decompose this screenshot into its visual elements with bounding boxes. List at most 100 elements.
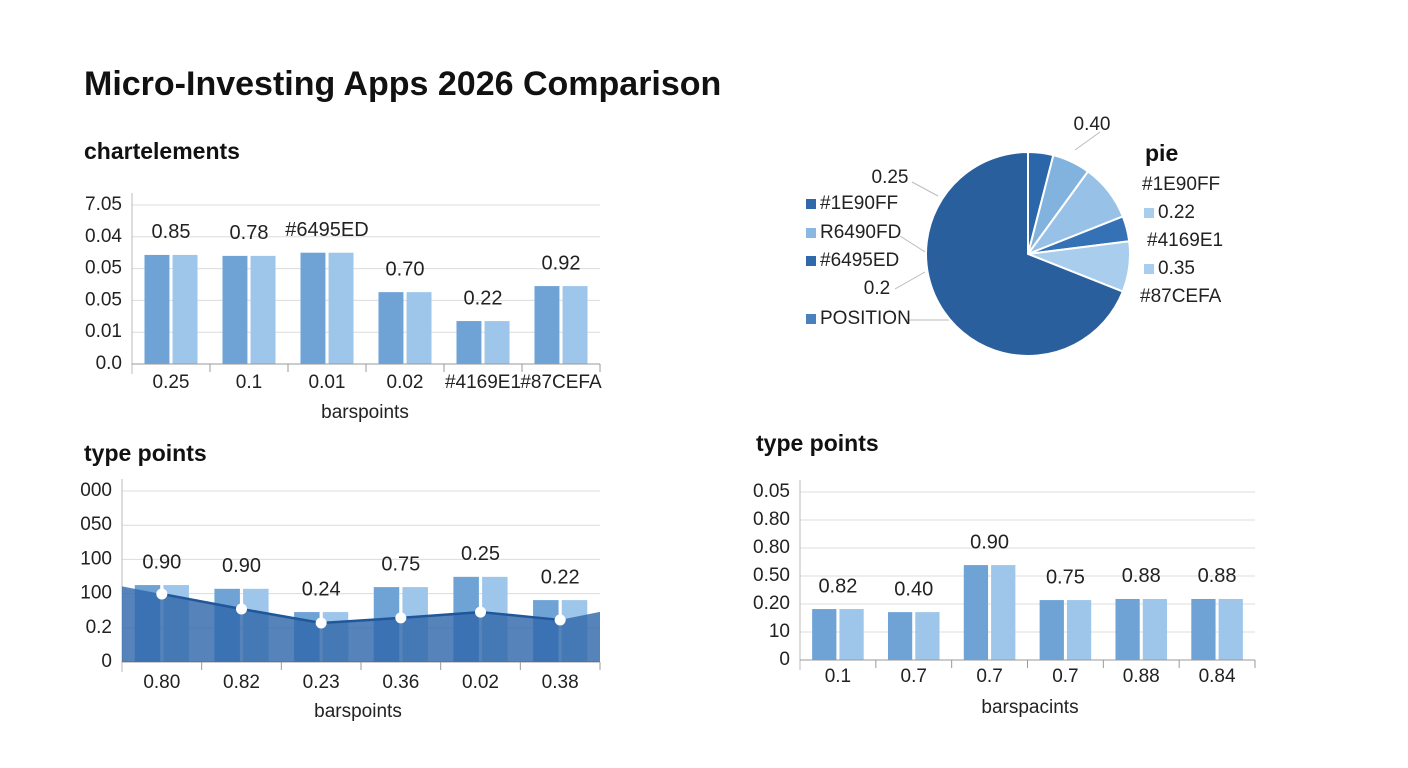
x-tick-label: 0.02 bbox=[462, 672, 499, 693]
x-axis-label: barspacints bbox=[981, 697, 1078, 718]
bar-annotation: 0.70 bbox=[386, 258, 425, 280]
x-tick-label: 0.84 bbox=[1199, 666, 1236, 687]
bar bbox=[1191, 598, 1216, 660]
bar bbox=[1218, 598, 1243, 660]
area bbox=[122, 586, 600, 662]
y-tick-label: 7.05 bbox=[85, 194, 122, 215]
y-tick-label: 0.05 bbox=[753, 481, 790, 502]
y-tick-label: 0 bbox=[101, 651, 112, 672]
y-tick-label: 10 bbox=[769, 621, 790, 642]
bar bbox=[484, 321, 510, 364]
x-tick-label: 0.7 bbox=[1052, 666, 1078, 687]
chart-title: pie bbox=[1145, 140, 1178, 166]
bar bbox=[887, 612, 913, 660]
x-tick-label: 0.38 bbox=[542, 672, 579, 693]
line-point bbox=[156, 588, 168, 600]
y-tick-label: 100 bbox=[80, 548, 112, 569]
pie-label: #4169E1 bbox=[1147, 230, 1223, 251]
bar bbox=[562, 286, 588, 364]
bar bbox=[406, 292, 432, 364]
line-point bbox=[236, 603, 247, 615]
x-tick-label: 0.1 bbox=[825, 666, 851, 687]
chart-title: type points bbox=[756, 430, 879, 456]
bar bbox=[963, 565, 989, 660]
y-tick-label: 0.04 bbox=[85, 226, 122, 247]
bar-annotation: 0.22 bbox=[464, 287, 503, 309]
y-tick-label: 0.20 bbox=[753, 593, 790, 614]
bar bbox=[328, 252, 354, 364]
legend-swatch bbox=[806, 199, 816, 209]
x-tick-label: 0.82 bbox=[223, 672, 260, 693]
bar bbox=[839, 609, 864, 660]
bar bbox=[378, 292, 404, 364]
bar-annotation: 0.24 bbox=[302, 578, 341, 600]
y-tick-label: 0 bbox=[779, 649, 790, 670]
x-tick-label: 0.25 bbox=[153, 372, 190, 393]
y-tick-label: 0.2 bbox=[86, 617, 112, 638]
bar-annotation: 0.92 bbox=[542, 252, 581, 274]
x-tick-label: 0.01 bbox=[309, 372, 346, 393]
bar-annotation: 0.85 bbox=[152, 221, 191, 243]
x-tick-label: 0.80 bbox=[143, 672, 180, 693]
line-point bbox=[554, 614, 566, 626]
y-tick-label: 050 bbox=[80, 514, 112, 535]
y-tick-label: 0.05 bbox=[85, 289, 122, 310]
y-tick-label: 0.50 bbox=[753, 565, 790, 586]
x-tick-label: 0.36 bbox=[382, 672, 419, 693]
pie-slice bbox=[925, 150, 1125, 357]
bar-annotation: 0.90 bbox=[222, 555, 261, 577]
x-tick-label: 0.1 bbox=[236, 372, 262, 393]
line-point bbox=[395, 612, 407, 624]
bar bbox=[1142, 598, 1168, 660]
bar bbox=[1115, 598, 1140, 660]
area-line bbox=[161, 592, 561, 625]
bar bbox=[172, 254, 198, 364]
pie-label: 0.2 bbox=[864, 278, 890, 299]
bar-annotation: 0.88 bbox=[1122, 565, 1161, 587]
bar-annotation: 0.25 bbox=[461, 543, 500, 565]
x-tick-label: 0.88 bbox=[1123, 666, 1160, 687]
bar bbox=[300, 252, 326, 364]
x-tick-label: 0.02 bbox=[387, 372, 424, 393]
chart-title: type points bbox=[84, 440, 207, 466]
pie-label: POSITION bbox=[820, 308, 911, 329]
bar bbox=[534, 286, 560, 364]
y-tick-label: 100 bbox=[80, 583, 112, 604]
bar-annotation: 0.90 bbox=[142, 551, 181, 573]
y-tick-label: 000 bbox=[80, 480, 112, 501]
x-tick-label: 0.7 bbox=[901, 666, 927, 687]
x-tick-label: 0.7 bbox=[976, 666, 1002, 687]
y-tick-label: 0.05 bbox=[85, 258, 122, 279]
legend-swatch bbox=[1144, 264, 1154, 274]
x-tick-label: #87CEFA bbox=[520, 372, 602, 393]
y-tick-label: 0.80 bbox=[753, 537, 790, 558]
bar-annotation: 0.90 bbox=[970, 531, 1009, 553]
chart-title: chartelements bbox=[84, 138, 240, 164]
legend-swatch bbox=[806, 314, 816, 324]
bar bbox=[812, 609, 837, 660]
bar-annotation: 0.22 bbox=[541, 566, 580, 588]
page-title: Micro-Investing Apps 2026 Comparison bbox=[84, 65, 721, 103]
bar-annotation: 0.88 bbox=[1198, 565, 1237, 587]
y-tick-label: 0.0 bbox=[96, 353, 122, 374]
pie-label: 0.22 bbox=[1158, 202, 1195, 223]
legend-swatch bbox=[806, 256, 816, 266]
pie-label: 0.25 bbox=[872, 167, 909, 188]
bar bbox=[456, 321, 482, 364]
pie-label: #87CEFA bbox=[1140, 286, 1222, 307]
y-tick-label: 0.01 bbox=[85, 321, 122, 342]
line-point bbox=[475, 606, 486, 618]
x-tick-label: 0.23 bbox=[303, 672, 340, 693]
pie-label: 0.35 bbox=[1158, 258, 1195, 279]
bar bbox=[1039, 600, 1064, 660]
pie-label: #1E90FF bbox=[1142, 174, 1220, 195]
bar-annotation: 0.82 bbox=[818, 575, 857, 597]
bar bbox=[915, 612, 940, 660]
y-tick-label: 0.80 bbox=[753, 509, 790, 530]
bar bbox=[144, 254, 170, 364]
bar bbox=[991, 565, 1016, 660]
bar-annotation: 0.78 bbox=[230, 222, 269, 244]
bar bbox=[222, 255, 248, 364]
line-point bbox=[315, 617, 327, 629]
